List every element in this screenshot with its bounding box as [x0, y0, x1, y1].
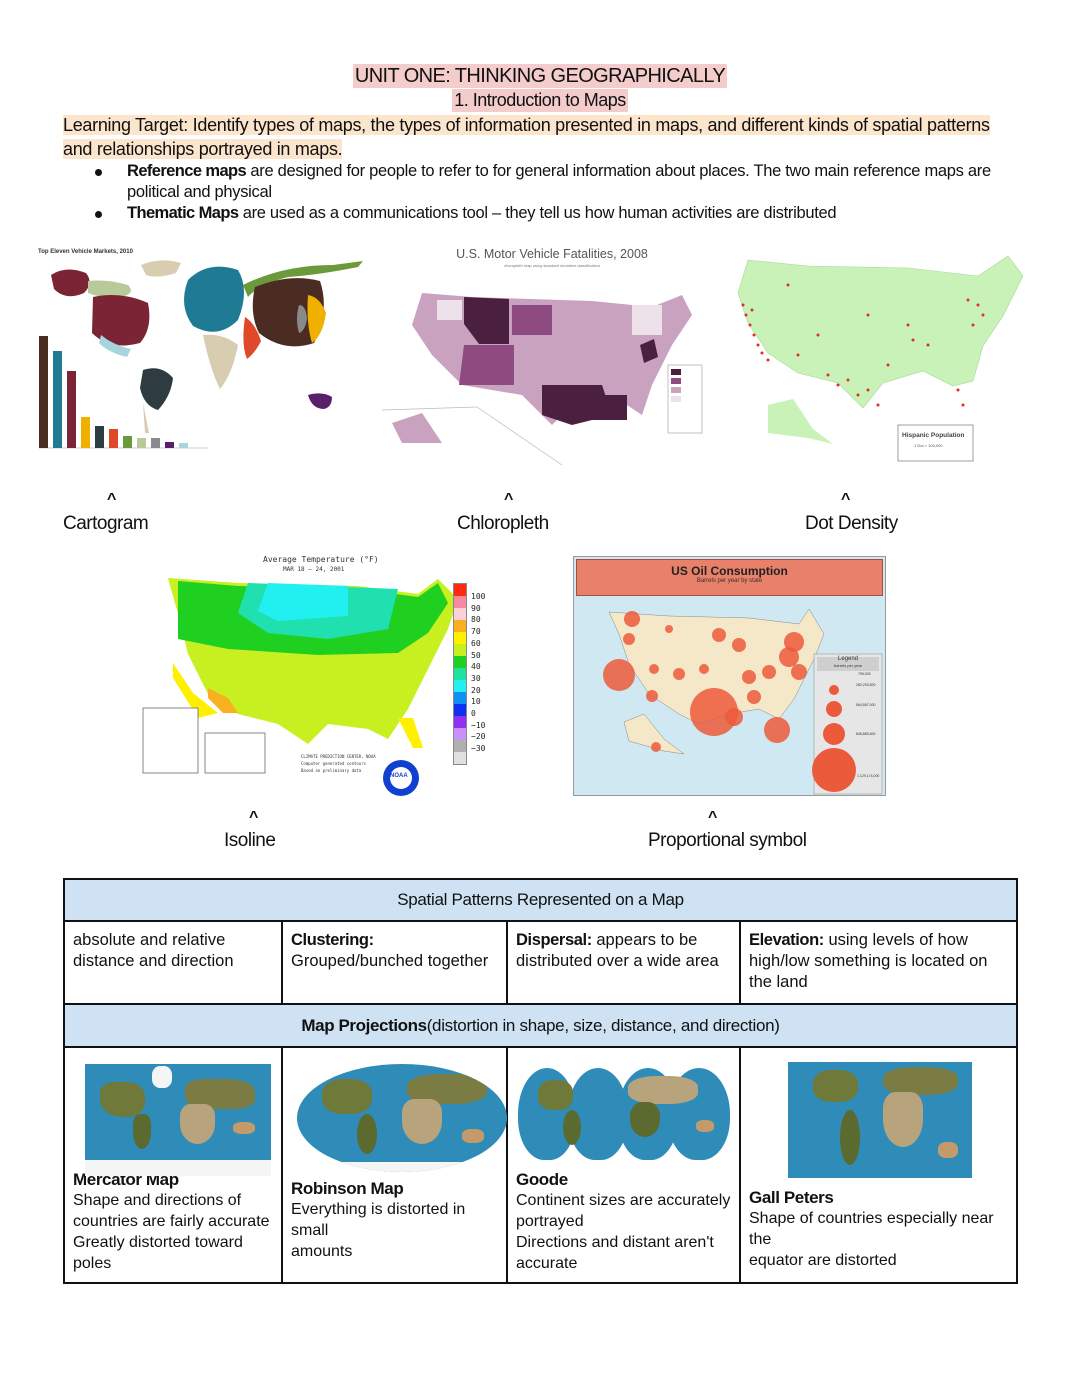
page-title: UNIT ONE: THINKING GEOGRAPHICALLY	[352, 64, 728, 88]
label-chloropleth: Chloropleth	[457, 513, 549, 534]
bullet-dot-icon	[95, 169, 102, 176]
isoline-color-scale	[453, 583, 467, 765]
projection-gall-peters: Gall Peters Shape of countries especiall…	[741, 1048, 1016, 1282]
isoline-credit: CLIMATE PREDICTION CENTER, NOAA Computer…	[301, 754, 376, 773]
label-dot-density: Dot Density	[805, 513, 898, 534]
learning-target: Learning Target: Identify types of maps,…	[63, 115, 990, 159]
robinson-map-image	[297, 1064, 507, 1172]
bar-brazil	[95, 426, 104, 448]
oil-legend-subtitle: barrels per year	[833, 663, 862, 668]
proportional-symbol-image: US Oil Consumption Barrels per year by s…	[573, 556, 886, 796]
mercator-map-image	[85, 1064, 271, 1176]
patterns-row: absolute and relative distance and direc…	[65, 922, 1016, 1005]
cartogram-map-graphic	[39, 260, 363, 449]
pattern-distance: absolute and relative distance and direc…	[65, 922, 283, 1003]
bar-australia	[165, 442, 174, 448]
isoline-title: Average Temperature (°F)	[263, 555, 379, 564]
isoline-map-graphic	[142, 578, 458, 796]
caret-chloropleth-icon: ^	[504, 491, 514, 508]
dot-density-legend-item: 1 Dot = 100,000	[914, 443, 943, 448]
isoline-subtitle: MAR 18 – 24, 2001	[283, 566, 345, 573]
projections-row: Mercator Map Shape and directions of cou…	[65, 1048, 1016, 1282]
caret-dot-density-icon: ^	[841, 491, 851, 508]
bar-us	[67, 371, 76, 448]
isoline-scale-labels: 100 90 80 70 60 50 40 30 20 10 0 −10 −20 −30	[471, 592, 486, 754]
bar-mexico	[179, 443, 188, 448]
bar-canada	[137, 438, 146, 448]
bullet-reference-maps: Reference maps are designed for people t…	[95, 161, 1025, 203]
caret-isoline-icon: ^	[249, 809, 259, 826]
goode-map-image	[518, 1068, 730, 1160]
oil-title-banner: US Oil Consumption Barrels per year by s…	[576, 559, 883, 596]
isoline-image: Average Temperature (°F) MAR 18 – 24, 20…	[138, 553, 508, 798]
oil-map-graphic	[603, 608, 883, 795]
oil-legend-title: Legend	[837, 656, 859, 662]
bar-south-korea	[151, 438, 160, 448]
pattern-dispersal: Dispersal: appears to be distributed ove…	[508, 922, 741, 1003]
bar-china	[39, 336, 48, 448]
dot-density-image: Hispanic Population 1 Dot = 100,000	[728, 245, 1023, 467]
pattern-elevation: Elevation: using levels of how high/low …	[749, 931, 988, 991]
dot-density-legend-title: Hispanic Population	[902, 432, 965, 439]
choropleth-image: U.S. Motor Vehicle Fatalities, 2008 chor…	[382, 245, 722, 467]
pattern-clustering: Clustering: Grouped/bunched together	[283, 922, 508, 1003]
spatial-patterns-header: Spatial Patterns Represented on a Map	[65, 880, 1016, 922]
noaa-logo: NOAA	[390, 773, 408, 779]
page-subtitle: 1. Introduction to Maps	[452, 89, 628, 112]
projection-mercator: Mercator Map Shape and directions of cou…	[65, 1048, 283, 1282]
choropleth-title: U.S. Motor Vehicle Fatalities, 2008	[456, 247, 648, 261]
bar-india	[109, 429, 118, 448]
dot-density-map-graphic	[737, 255, 1023, 462]
projection-robinson: Robinson Map Everything is distorted in …	[283, 1048, 508, 1282]
bar-eu27	[53, 351, 62, 448]
bullet-thematic-maps: Thematic Maps are used as a communicatio…	[95, 203, 1025, 224]
choropleth-map-graphic	[382, 293, 703, 466]
bar-russia	[123, 436, 132, 448]
cartogram-image: Top Eleven Vehicle Markets, 2010	[33, 245, 378, 467]
caret-cartogram-icon: ^	[107, 491, 117, 508]
choropleth-subtitle: choropleth map using standard deviation …	[504, 263, 600, 268]
label-proportional-symbol: Proportional symbol	[648, 830, 807, 851]
cartogram-bar-chart	[39, 330, 209, 448]
label-isoline: Isoline	[224, 830, 276, 851]
bar-japan	[81, 417, 90, 448]
label-cartogram: Cartogram	[63, 513, 149, 534]
cartogram-title: Top Eleven Vehicle Markets, 2010	[38, 249, 133, 255]
gall-peters-map-image	[788, 1062, 972, 1178]
caret-proportional-symbol-icon: ^	[708, 809, 718, 826]
projection-goode: Goode Continent sizes are accurately por…	[508, 1048, 741, 1282]
spatial-patterns-table: Spatial Patterns Represented on a Map ab…	[63, 878, 1018, 1284]
bullet-list: Reference maps are designed for people t…	[95, 161, 1025, 224]
map-projections-header: Map Projections (distortion in shape, si…	[65, 1005, 1016, 1048]
bullet-dot-icon	[95, 211, 102, 218]
